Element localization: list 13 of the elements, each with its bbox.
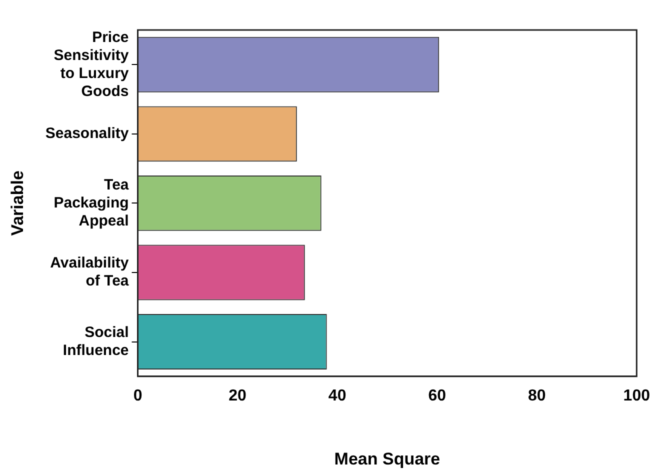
x-tick-label: 20	[228, 387, 247, 404]
x-tick-label: 80	[528, 387, 546, 404]
x-tick-label: 0	[133, 387, 142, 404]
y-tick-label: Social Influence	[62, 324, 129, 359]
x-tick-label: 60	[428, 387, 446, 404]
x-axis-title: Mean Square	[334, 449, 440, 468]
x-tick-label: 40	[328, 387, 346, 404]
y-tick-label: Price Sensitivity to Luxury Goods	[54, 28, 130, 100]
x-tick-label: 100	[623, 387, 650, 404]
y-axis-title: Variable	[8, 170, 27, 236]
y-tick-label: Seasonality	[45, 125, 130, 142]
y-tick-label: Tea Packaging Appeal	[54, 176, 130, 230]
y-tick-label: Availability of Tea	[50, 254, 130, 290]
